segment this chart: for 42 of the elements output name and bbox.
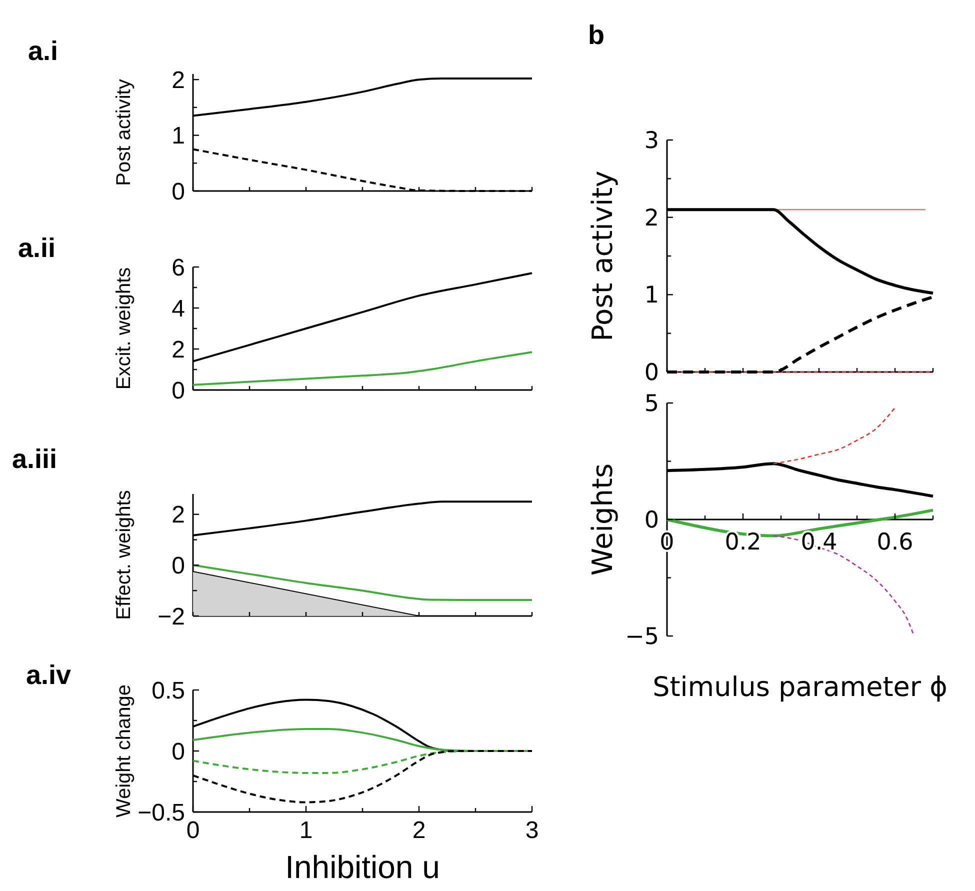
- x-axis-title: Stimulus parameter ϕ: [652, 672, 948, 703]
- x-axis-title: Inhibition u: [285, 849, 440, 885]
- line-series: [772, 407, 896, 464]
- y-axis-title: Excit. weights: [113, 267, 135, 390]
- x-tick-label: 1: [299, 817, 313, 844]
- y-tick-label: 0: [172, 552, 185, 580]
- y-axis-title: Weight change: [113, 684, 135, 818]
- y-tick-label: 2: [172, 66, 185, 94]
- y-axis-title: Post activity: [113, 79, 135, 186]
- x-tick-label: 0.6: [876, 530, 914, 556]
- y-tick-label: −0.5: [138, 799, 185, 826]
- y-tick-label: 2: [172, 336, 185, 364]
- chart-title: b: [588, 20, 604, 50]
- y-tick-label: 2: [172, 502, 185, 529]
- y-tick-label: 0: [172, 738, 185, 766]
- chart-title: a.ii: [18, 233, 56, 263]
- y-axis-title: Post activity: [586, 170, 619, 342]
- y-axis-title: Effect. weights: [113, 490, 135, 620]
- y-tick-label: −5: [625, 624, 659, 650]
- y-axis-title: Weights: [586, 463, 619, 576]
- y-tick-label: 6: [172, 254, 185, 282]
- y-tick-label: 0: [644, 360, 659, 386]
- y-tick-label: 5: [644, 391, 659, 418]
- y-tick-label: 0.5: [152, 677, 185, 704]
- line-series: [192, 564, 533, 601]
- y-tick-label: 1: [644, 282, 659, 309]
- y-tick-label: 2: [644, 205, 659, 232]
- y-tick-label: 0: [172, 178, 185, 206]
- y-tick-label: 1: [172, 122, 185, 150]
- x-tick-label: 2: [412, 817, 426, 844]
- chart-title: a.iii: [12, 444, 58, 474]
- y-tick-label: 4: [172, 295, 185, 322]
- y-tick-label: 3: [644, 128, 659, 154]
- x-tick-label: 0.2: [724, 530, 762, 556]
- y-tick-label: 0: [644, 508, 659, 534]
- chart-title: a.iv: [26, 660, 72, 690]
- y-tick-label: 0: [172, 377, 185, 404]
- line-series: [192, 351, 533, 386]
- chart-title: a.i: [28, 36, 58, 66]
- x-tick-label: 3: [525, 817, 539, 844]
- x-tick-label: 0.4: [800, 530, 838, 556]
- y-tick-label: −2: [158, 603, 185, 630]
